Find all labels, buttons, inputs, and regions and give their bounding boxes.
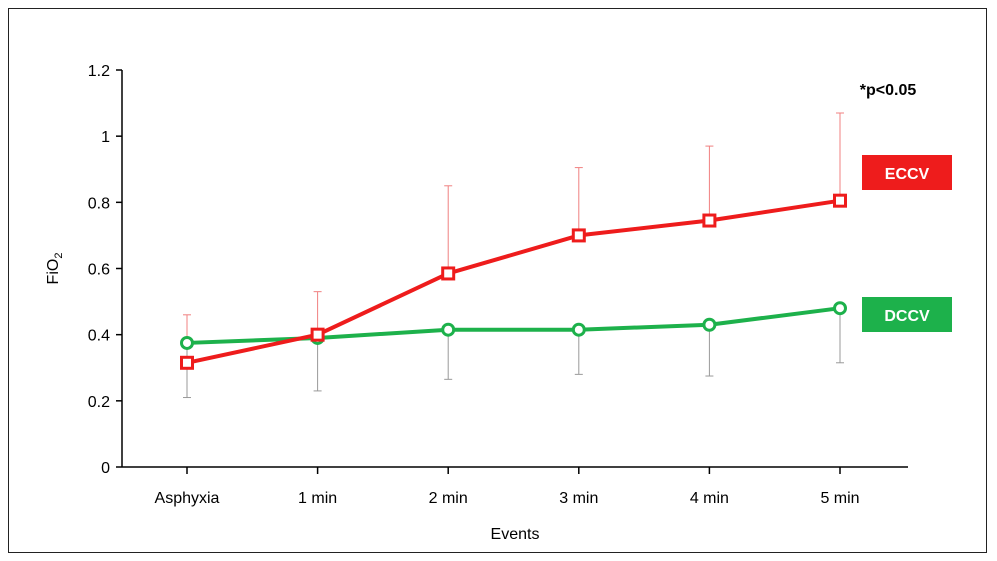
axes — [121, 70, 908, 468]
y-axis-title-main: FiO — [45, 259, 62, 285]
legend-dccv-box — [862, 297, 952, 332]
y-tick-label: 0.4 — [88, 328, 110, 345]
y-tick-label: 0.2 — [88, 394, 110, 411]
y-tick-label: 0.6 — [88, 262, 110, 279]
x-tick-label: 3 min — [559, 490, 598, 507]
significance-annotation: *p<0.05 — [860, 82, 917, 99]
dccv-data-point — [571, 322, 586, 337]
dccv-series-line — [186, 306, 841, 345]
y-tick-label: 1 — [101, 129, 110, 146]
y-tick-label: 0 — [101, 460, 110, 477]
y-ticks: 0 0.2 0.4 0.6 0.8 1 1.2 — [88, 63, 122, 477]
series-lines — [186, 198, 841, 365]
x-tick-label: 5 min — [820, 490, 859, 507]
y-axis-title: FiO2 — [45, 253, 65, 285]
eccv-data-point — [441, 266, 456, 281]
dccv-data-point — [441, 322, 456, 337]
chart-frame — [8, 8, 987, 553]
x-tick-label: 1 min — [298, 490, 337, 507]
x-ticks: Asphyxia 1 min 2 min 3 min 4 min 5 min — [155, 467, 860, 507]
x-axis-title: Events — [491, 526, 540, 543]
eccv-data-point — [702, 213, 717, 228]
series-markers — [180, 193, 847, 370]
error-bars — [183, 112, 844, 399]
legend-eccv-box — [862, 155, 952, 190]
legend-eccv-label: ECCV — [885, 166, 930, 183]
eccv-series-line — [186, 198, 841, 365]
x-tick-label: 2 min — [429, 490, 468, 507]
dccv-data-point — [833, 301, 847, 316]
y-axis-title-subscript: 2 — [53, 253, 65, 259]
y-tick-label: 0.8 — [88, 195, 110, 212]
dccv-data-point — [702, 317, 717, 332]
dccv-data-point — [180, 335, 194, 350]
y-tick-label: 1.2 — [88, 63, 110, 80]
legend: ECCV DCCV — [862, 155, 952, 332]
eccv-data-point — [571, 228, 586, 243]
x-tick-label: Asphyxia — [155, 490, 220, 507]
eccv-data-point — [180, 355, 194, 370]
legend-dccv-label: DCCV — [884, 308, 930, 325]
x-tick-label: 4 min — [690, 490, 729, 507]
eccv-data-point — [833, 193, 847, 208]
eccv-data-point — [310, 327, 325, 342]
